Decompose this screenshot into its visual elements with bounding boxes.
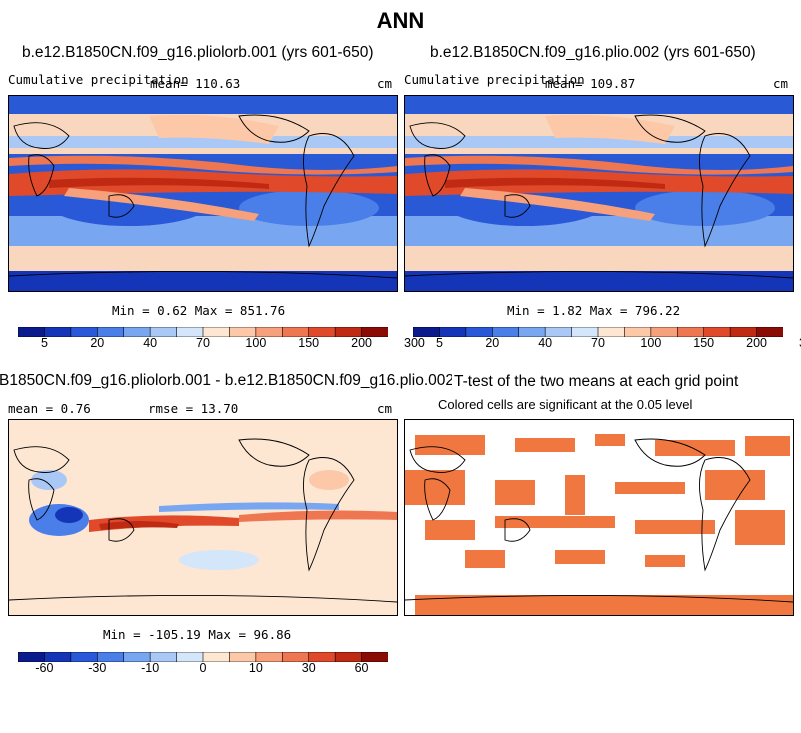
panel2-mean: mean= 109.87 <box>545 76 636 91</box>
colorbar-tick-label: 150 <box>693 336 715 350</box>
colorbar-precip-2-labels: 5 20 40 70 100 150 200 300 <box>413 334 801 350</box>
panel1-map <box>8 95 398 292</box>
colorbar-diff-swatches <box>17 651 389 663</box>
panel2-title: b.e12.B1850CN.f09_g16.plio.002 (yrs 601-… <box>430 44 756 61</box>
panel4-map <box>404 419 794 616</box>
colorbar-tick-label: -60 <box>35 661 54 675</box>
panel4-title: T-test of the two means at each grid poi… <box>454 373 739 390</box>
colorbar-tick-label: 0 <box>199 661 207 675</box>
colorbar-tick-label: -30 <box>88 661 107 675</box>
colorbar-tick-label: 300 <box>799 336 801 350</box>
colorbar-tick-label: 200 <box>351 336 372 350</box>
panel3-map <box>8 419 398 616</box>
colorbar-tick-label: 60 <box>354 661 369 675</box>
colorbar-tick-label: 40 <box>143 336 158 350</box>
panel3-minmax: Min = -105.19 Max = 96.86 <box>103 627 292 642</box>
colorbar-tick-label: 20 <box>485 336 500 350</box>
colorbar-tick-label: 5 <box>40 336 48 350</box>
panel1-units: cm <box>377 76 393 91</box>
colorbar-precip-1-labels: 5 20 40 70 100 150 200 300 <box>18 334 425 350</box>
panel3-units: cm <box>377 401 393 416</box>
colorbar-precip-1-swatches <box>17 326 389 338</box>
colorbar-diff-labels: -60 -30 -10 0 10 30 60 <box>18 659 388 675</box>
colorbar-tick-label: 70 <box>591 336 605 350</box>
colorbar-tick-label: 300 <box>403 336 425 350</box>
colorbar-tick-label: 20 <box>90 336 105 350</box>
colorbar-precip-1 <box>17 324 389 338</box>
colorbar-tick-label: 100 <box>245 336 267 350</box>
panel2-map <box>404 95 794 292</box>
panel2-variable: Cumulative precipitation <box>404 72 585 87</box>
panel1-variable: Cumulative precipitation <box>8 72 189 87</box>
figure-title: ANN <box>376 8 425 33</box>
colorbar-tick-label: 150 <box>298 336 320 350</box>
colorbar-tick-label: 100 <box>640 336 662 350</box>
colorbar-tick-label: 40 <box>538 336 553 350</box>
colorbar-tick-label: 70 <box>196 336 210 350</box>
colorbar-tick-label: 10 <box>248 661 263 675</box>
panel3-title-clip: b.e12.B1850CN.f09_g16.pliolorb.001 - b.e… <box>0 372 452 392</box>
colorbar-tick-label: 30 <box>301 661 316 675</box>
panel1-minmax: Min = 0.62 Max = 851.76 <box>112 303 286 318</box>
colorbar-precip-2 <box>412 324 784 338</box>
panel3-mean: mean = 0.76 <box>8 401 91 416</box>
colorbar-tick-label: -10 <box>141 661 160 675</box>
panel4-subtitle: Colored cells are significant at the 0.0… <box>438 397 693 412</box>
panel4-significance-field <box>405 420 793 615</box>
panel2-precip-field <box>405 96 793 291</box>
panel2-minmax: Min = 1.82 Max = 796.22 <box>507 303 681 318</box>
colorbar-tick-label: 200 <box>746 336 767 350</box>
panel3-title: b.e12.B1850CN.f09_g16.pliolorb.001 - b.e… <box>0 372 452 389</box>
panel1-title: b.e12.B1850CN.f09_g16.pliolorb.001 (yrs … <box>22 44 374 61</box>
colorbar-diff <box>17 649 389 663</box>
panel2-units: cm <box>773 76 789 91</box>
colorbar-tick-label: 5 <box>435 336 443 350</box>
panel1-mean: mean= 110.63 <box>150 76 241 91</box>
panel1-precip-field <box>9 96 397 291</box>
panel3-diff-field <box>9 420 397 615</box>
panel3-rmse: rmse = 13.70 <box>148 401 239 416</box>
